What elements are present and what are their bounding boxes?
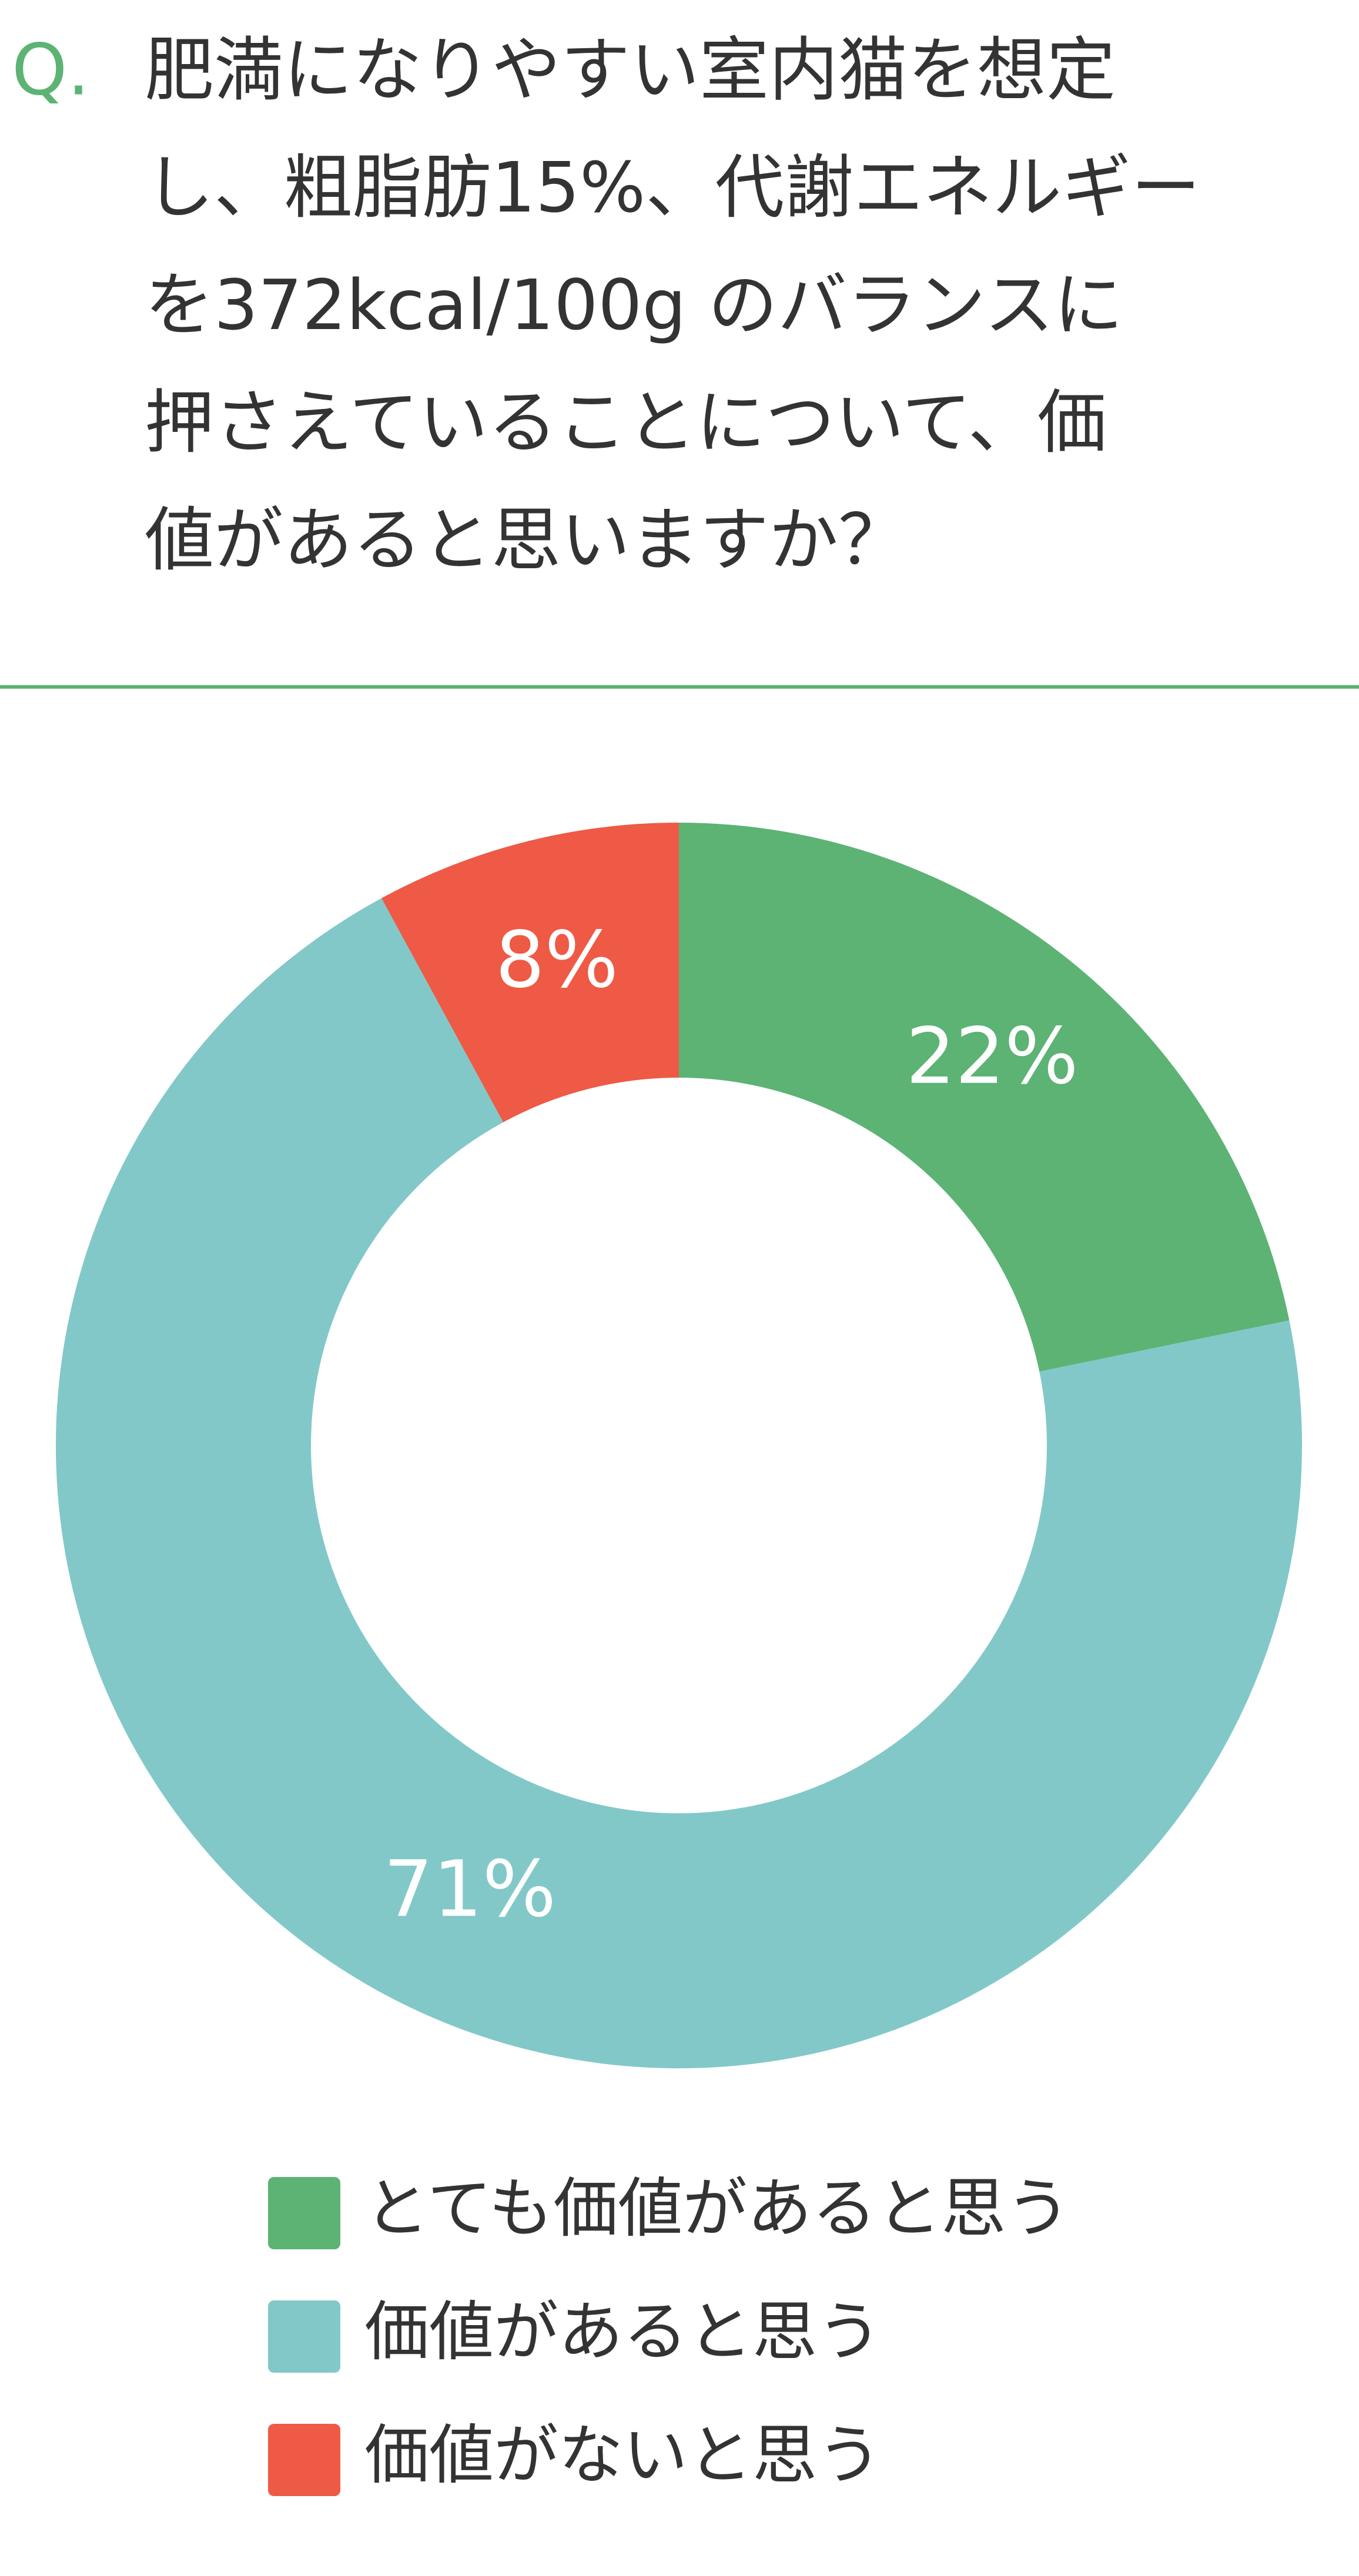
legend-swatch <box>268 2300 340 2373</box>
legend-swatch <box>268 2177 340 2249</box>
data-label: 22% <box>906 1011 1078 1102</box>
question-prefix: Q. <box>12 30 90 112</box>
question-line: を372kcal/100g のバランスに <box>145 264 1123 346</box>
data-label: 71% <box>384 1844 556 1934</box>
legend-swatch <box>268 2424 340 2496</box>
donut-slice <box>381 823 679 1122</box>
question-line: し、粗脂肪15%、代謝エネルギー <box>145 147 1200 228</box>
donut-slice <box>679 823 1290 1372</box>
legend-label: 価値がないと思う <box>364 2417 882 2493</box>
legend-label: とても価値があると思う <box>364 2171 1070 2246</box>
question-line: 肥満になりやすい室内猫を想定 <box>145 29 1116 110</box>
donut-slice <box>55 898 1302 2068</box>
question-line: 押さえていることについて、価 <box>145 382 1107 463</box>
data-label: 8% <box>496 915 618 1005</box>
question-line: 値があると思いますか？ <box>145 499 908 581</box>
legend-label: 価値があると思う <box>364 2294 882 2369</box>
